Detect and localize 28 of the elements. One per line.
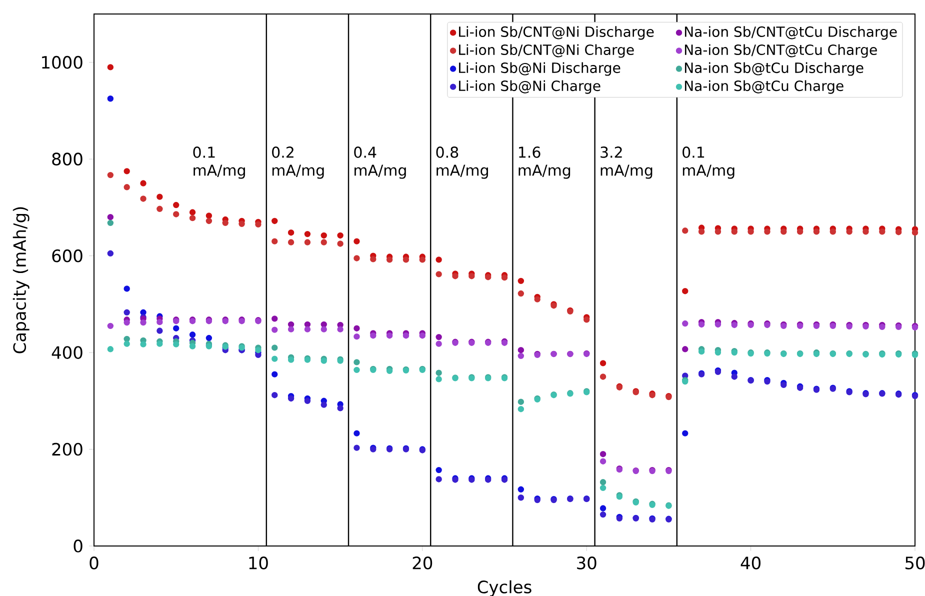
x-tick-label: 10 <box>249 556 268 570</box>
legend-label: Li-ion Sb/CNT@Ni Discharge <box>459 26 654 40</box>
y-tick-label: 600 <box>52 249 82 262</box>
legend-label: Na-ion Sb/CNT@tCu Discharge <box>684 26 897 40</box>
legend-label: Na-ion Sb@tCu Charge <box>684 80 844 94</box>
y-tick-label: 400 <box>52 346 82 359</box>
annotation: 0.1 mA/mg <box>193 146 245 179</box>
x-tick-label: 20 <box>412 556 432 570</box>
ref-line-label: 0.4 mA/mg <box>354 146 406 179</box>
y-axis-title: Capacity (mAh/g) <box>12 207 30 354</box>
y-tick-label: 0 <box>74 540 82 552</box>
ref-line-label: 0.1 mA/mg <box>682 146 734 179</box>
ref-line-label: 0.2 mA/mg <box>272 146 324 179</box>
ref-line-label: 3.2 mA/mg <box>600 146 652 179</box>
ref-line-label: 0.8 mA/mg <box>436 146 488 179</box>
y-tick-label: 200 <box>52 442 82 456</box>
legend-label: Na-ion Sb@tCu Discharge <box>684 62 864 76</box>
x-tick-label: 30 <box>577 556 596 570</box>
x-tick-label: 0 <box>90 556 98 570</box>
y-tick-label: 1000 <box>42 56 82 69</box>
x-tick-label: 50 <box>906 556 925 570</box>
legend-label: Li-ion Sb@Ni Discharge <box>459 62 620 76</box>
legend-label: Li-ion Sb@Ni Charge <box>459 80 600 94</box>
x-tick-label: 40 <box>740 556 760 570</box>
y-tick-label: 800 <box>52 152 82 166</box>
legend-label: Li-ion Sb/CNT@Ni Charge <box>459 44 634 58</box>
ref-line-label: 1.6 mA/mg <box>518 146 570 179</box>
legend-label: Na-ion Sb/CNT@tCu Charge <box>684 44 877 58</box>
